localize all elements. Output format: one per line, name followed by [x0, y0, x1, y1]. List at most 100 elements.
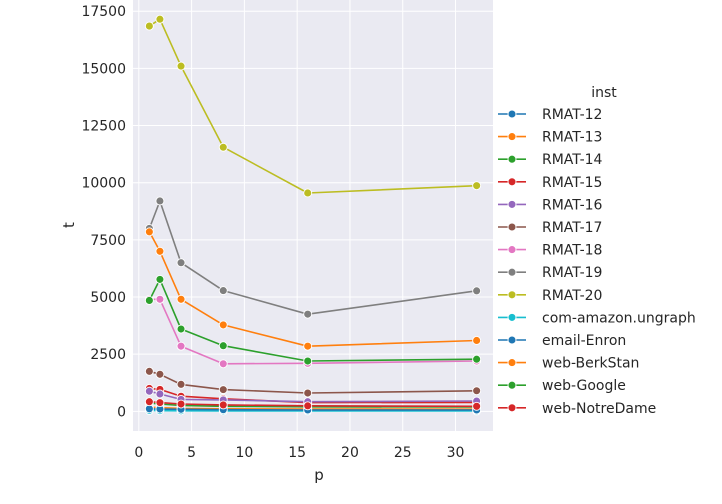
legend-title: inst	[591, 85, 617, 101]
legend-label: RMAT-12	[542, 107, 602, 123]
legend-item-rmat-19: RMAT-19	[498, 265, 602, 281]
data-point-web-berkstan	[155, 246, 165, 256]
legend-label: RMAT-14	[542, 152, 603, 168]
data-point-web-google	[155, 274, 165, 284]
legend-swatch-marker	[507, 199, 517, 209]
legend-label: com-amazon.ungraph	[542, 310, 696, 326]
legend-swatch-marker	[507, 335, 517, 345]
series-web-notredame	[144, 397, 482, 411]
legend-swatch-marker	[507, 403, 517, 413]
data-point-rmat-17	[472, 386, 482, 396]
legend-item-web-notredame: web-NotreDame	[498, 401, 656, 417]
legend-item-com-amazon-ungraph: com-amazon.ungraph	[498, 310, 696, 326]
legend-item-rmat-17: RMAT-17	[498, 220, 602, 236]
data-point-rmat-18	[155, 294, 165, 304]
x-axis-ticks: 0 5 10 15 20 25 30	[134, 445, 464, 461]
legend-item-web-berkstan: web-BerkStan	[498, 356, 639, 372]
legend-label: web-NotreDame	[542, 401, 656, 417]
series-web-google	[144, 274, 482, 366]
data-point-rmat-17	[144, 366, 154, 376]
data-point-rmat-19	[176, 258, 186, 268]
legend-label: RMAT-18	[542, 243, 602, 259]
legend-swatch-marker	[507, 132, 517, 142]
data-point-rmat-16	[155, 389, 165, 399]
data-point-rmat-17	[155, 369, 165, 379]
legend-item-rmat-13: RMAT-13	[498, 130, 602, 146]
data-point-rmat-20	[472, 181, 482, 191]
legend-label: email-Enron	[542, 333, 626, 349]
data-point-web-google	[218, 341, 228, 351]
data-point-rmat-17	[176, 379, 186, 389]
data-point-rmat-17	[303, 388, 313, 398]
data-point-rmat-16	[144, 386, 154, 396]
data-point-rmat-19	[155, 196, 165, 206]
legend-label: RMAT-13	[542, 130, 602, 146]
y-tick-label: 12500	[81, 119, 126, 135]
x-tick-label: 10	[235, 445, 253, 461]
data-point-rmat-19	[303, 309, 313, 319]
data-point-web-berkstan	[218, 320, 228, 330]
series-rmat-17	[144, 366, 482, 398]
legend-swatch-marker	[507, 154, 517, 164]
plot-area	[133, 0, 493, 431]
legend-item-web-google: web-Google	[498, 378, 626, 394]
legend: inst RMAT-12 RMAT-13 RMAT-14 RMAT-15 RMAT-16…	[498, 85, 696, 417]
data-point-web-notredame	[472, 401, 482, 411]
x-tick-label: 25	[394, 445, 412, 461]
y-axis-ticks: 0 2500 5000 7500 10000 12500 15000 17500	[81, 4, 126, 420]
y-tick-label: 0	[117, 404, 126, 420]
legend-item-rmat-20: RMAT-20	[498, 288, 602, 304]
legend-swatch-marker	[507, 312, 517, 322]
legend-swatch-marker	[507, 109, 517, 119]
grid	[133, 0, 493, 431]
data-point-web-notredame	[218, 400, 228, 410]
data-point-web-berkstan	[472, 336, 482, 345]
legend-label: web-Google	[542, 378, 626, 394]
data-point-web-berkstan	[303, 341, 313, 351]
series-web-berkstan	[144, 227, 482, 351]
y-axis-label: t	[60, 222, 78, 228]
data-point-web-notredame	[176, 399, 186, 409]
data-point-rmat-20	[218, 142, 228, 152]
legend-label: RMAT-20	[542, 288, 602, 304]
x-tick-label: 15	[288, 445, 306, 461]
x-tick-label: 0	[134, 445, 143, 461]
data-point-web-notredame	[303, 401, 313, 411]
y-tick-label: 7500	[90, 233, 126, 249]
series-rmat-20	[144, 14, 482, 198]
legend-item-email-enron: email-Enron	[498, 333, 626, 349]
data-point-rmat-20	[155, 14, 165, 24]
legend-swatch-marker	[507, 245, 517, 255]
data-point-web-berkstan	[144, 227, 154, 237]
data-point-rmat-18	[176, 341, 186, 351]
series-line-rmat-19	[148, 200, 477, 316]
legend-item-rmat-16: RMAT-16	[498, 197, 603, 213]
legend-item-rmat-18: RMAT-18	[498, 243, 602, 259]
data-point-rmat-20	[303, 188, 313, 198]
data-point-web-berkstan	[176, 294, 186, 304]
series-layer	[144, 14, 482, 416]
x-tick-label: 20	[341, 445, 359, 461]
data-point-web-notredame	[155, 398, 165, 408]
legend-swatch-marker	[507, 380, 517, 390]
legend-label: RMAT-19	[542, 265, 602, 281]
data-point-web-google	[472, 354, 482, 364]
data-point-web-google	[144, 295, 154, 305]
legend-swatch-marker	[507, 222, 517, 232]
x-tick-label: 5	[187, 445, 196, 461]
legend-swatch-marker	[507, 358, 517, 368]
data-point-web-google	[176, 324, 186, 334]
y-tick-label: 17500	[81, 4, 126, 20]
y-tick-label: 10000	[81, 176, 126, 192]
data-point-rmat-19	[472, 286, 482, 296]
legend-swatch-marker	[507, 177, 517, 187]
legend-swatch-marker	[507, 290, 517, 300]
legend-label: RMAT-17	[542, 220, 602, 236]
legend-item-rmat-12: RMAT-12	[498, 107, 602, 123]
data-point-web-notredame	[144, 397, 154, 407]
legend-label: RMAT-16	[542, 197, 603, 213]
data-point-web-google	[303, 356, 313, 366]
x-tick-label: 30	[447, 445, 465, 461]
x-axis-label: p	[314, 466, 324, 484]
